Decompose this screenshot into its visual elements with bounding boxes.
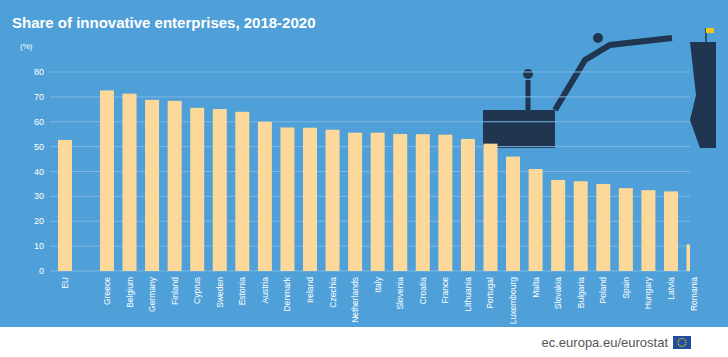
- x-tick-label: Denmark: [282, 276, 292, 311]
- x-tick-label: EU: [60, 277, 70, 289]
- x-tick-label: Lithuania: [463, 277, 473, 312]
- bar: [348, 133, 362, 271]
- x-tick-label: Austria: [260, 277, 270, 304]
- x-tick-label: Belgium: [125, 277, 135, 308]
- bar: [168, 101, 182, 271]
- background: [0, 0, 728, 327]
- eu-flag-star: [685, 344, 686, 345]
- y-tick-label: 80: [34, 67, 44, 77]
- cliff-right: [690, 42, 716, 148]
- x-tick-label: Italy: [373, 276, 383, 292]
- illustration: [483, 28, 716, 148]
- x-tick-label: Germany: [147, 276, 157, 312]
- eu-flag-star: [685, 342, 686, 343]
- eu-flag-star: [678, 340, 679, 341]
- y-tick-label: 60: [34, 117, 44, 127]
- jumper: [555, 38, 672, 110]
- bar: [145, 100, 159, 271]
- x-tick-label: Cyprus: [192, 277, 202, 304]
- eu-flag-star: [683, 345, 684, 346]
- person: [526, 80, 531, 110]
- grid-line: [50, 96, 690, 97]
- eu-flag-star: [685, 340, 686, 341]
- bar: [100, 90, 114, 271]
- y-axis: 0 10 20 30 40 50 60 70 80: [34, 67, 690, 276]
- bar: [393, 134, 407, 271]
- bar: [687, 244, 690, 271]
- flag: [706, 28, 714, 33]
- eu-flag-star: [681, 338, 682, 339]
- x-tick-label: Luxembourg: [508, 277, 518, 325]
- bar: [483, 144, 497, 271]
- x-tick-label: Croatia: [418, 277, 428, 305]
- x-tick-label: Spain: [621, 277, 631, 299]
- x-tick-label: Bulgaria: [576, 277, 586, 308]
- y-tick-label: 10: [34, 241, 44, 251]
- x-tick-label: Czechia: [328, 277, 338, 308]
- bar: [326, 130, 340, 271]
- x-tick-label: Poland: [598, 277, 608, 304]
- y-axis-label: (%): [20, 42, 33, 51]
- x-tick-label: Malta: [531, 277, 541, 298]
- jumper-head: [593, 33, 603, 43]
- bar: [213, 109, 227, 271]
- bar: [529, 169, 543, 271]
- bar: [258, 122, 272, 271]
- bars: [58, 90, 690, 271]
- bar: [664, 191, 678, 271]
- bar: [461, 139, 475, 271]
- x-tick-label: Ireland: [305, 277, 315, 303]
- person-head: [523, 69, 533, 79]
- eu-flag-star: [679, 338, 680, 339]
- bar: [551, 180, 565, 271]
- x-tick-label: Slovenia: [395, 277, 405, 310]
- eu-flag-star: [678, 344, 679, 345]
- x-tick-label: Hungary: [643, 276, 653, 309]
- bar: [641, 190, 655, 271]
- chart: Share of innovative enterprises, 2018-20…: [0, 0, 728, 357]
- cliff-left: [483, 110, 555, 148]
- footer-background: [0, 327, 728, 357]
- eu-flag: [673, 336, 691, 349]
- x-axis: EU Greece Belgium Germany Finland Cyprus Swede…: [60, 276, 699, 324]
- eu-flag-star: [683, 338, 684, 339]
- x-tick-label: Finland: [170, 277, 180, 305]
- y-tick-label: 40: [34, 167, 44, 177]
- y-tick-label: 50: [34, 142, 44, 152]
- y-tick-label: 0: [39, 266, 44, 276]
- bar: [506, 157, 520, 271]
- bar: [280, 127, 294, 271]
- x-tick-label: France: [440, 277, 450, 304]
- y-tick-label: 20: [34, 216, 44, 226]
- title: Share of innovative enterprises, 2018-20…: [12, 14, 315, 31]
- bar: [438, 135, 452, 271]
- bar: [235, 112, 249, 271]
- bar: [574, 181, 588, 271]
- bar: [416, 134, 430, 271]
- bar: [371, 133, 385, 271]
- eu-flag-star: [677, 342, 678, 343]
- bar: [303, 128, 317, 271]
- y-tick-label: 70: [34, 92, 44, 102]
- bar: [123, 94, 137, 271]
- eu-flag-star: [679, 345, 680, 346]
- x-tick-label: Portugal: [485, 277, 495, 309]
- source: ec.europa.eu/eurostat: [542, 335, 669, 350]
- bar: [58, 140, 72, 271]
- x-tick-label: Estonia: [237, 277, 247, 306]
- x-tick-label: Netherlands: [350, 277, 360, 323]
- x-tick-label: Sweden: [215, 277, 225, 308]
- y-tick-label: 30: [34, 191, 44, 201]
- bar: [596, 184, 610, 271]
- x-tick-label: Latvia: [666, 277, 676, 300]
- grid-line: [50, 72, 690, 73]
- x-tick-label: Slovakia: [553, 277, 563, 309]
- x-tick-label: Greece: [102, 277, 112, 305]
- bar: [190, 108, 204, 271]
- eu-flag-star: [681, 346, 682, 347]
- bar: [619, 188, 633, 271]
- x-tick-label: Romania: [689, 277, 699, 311]
